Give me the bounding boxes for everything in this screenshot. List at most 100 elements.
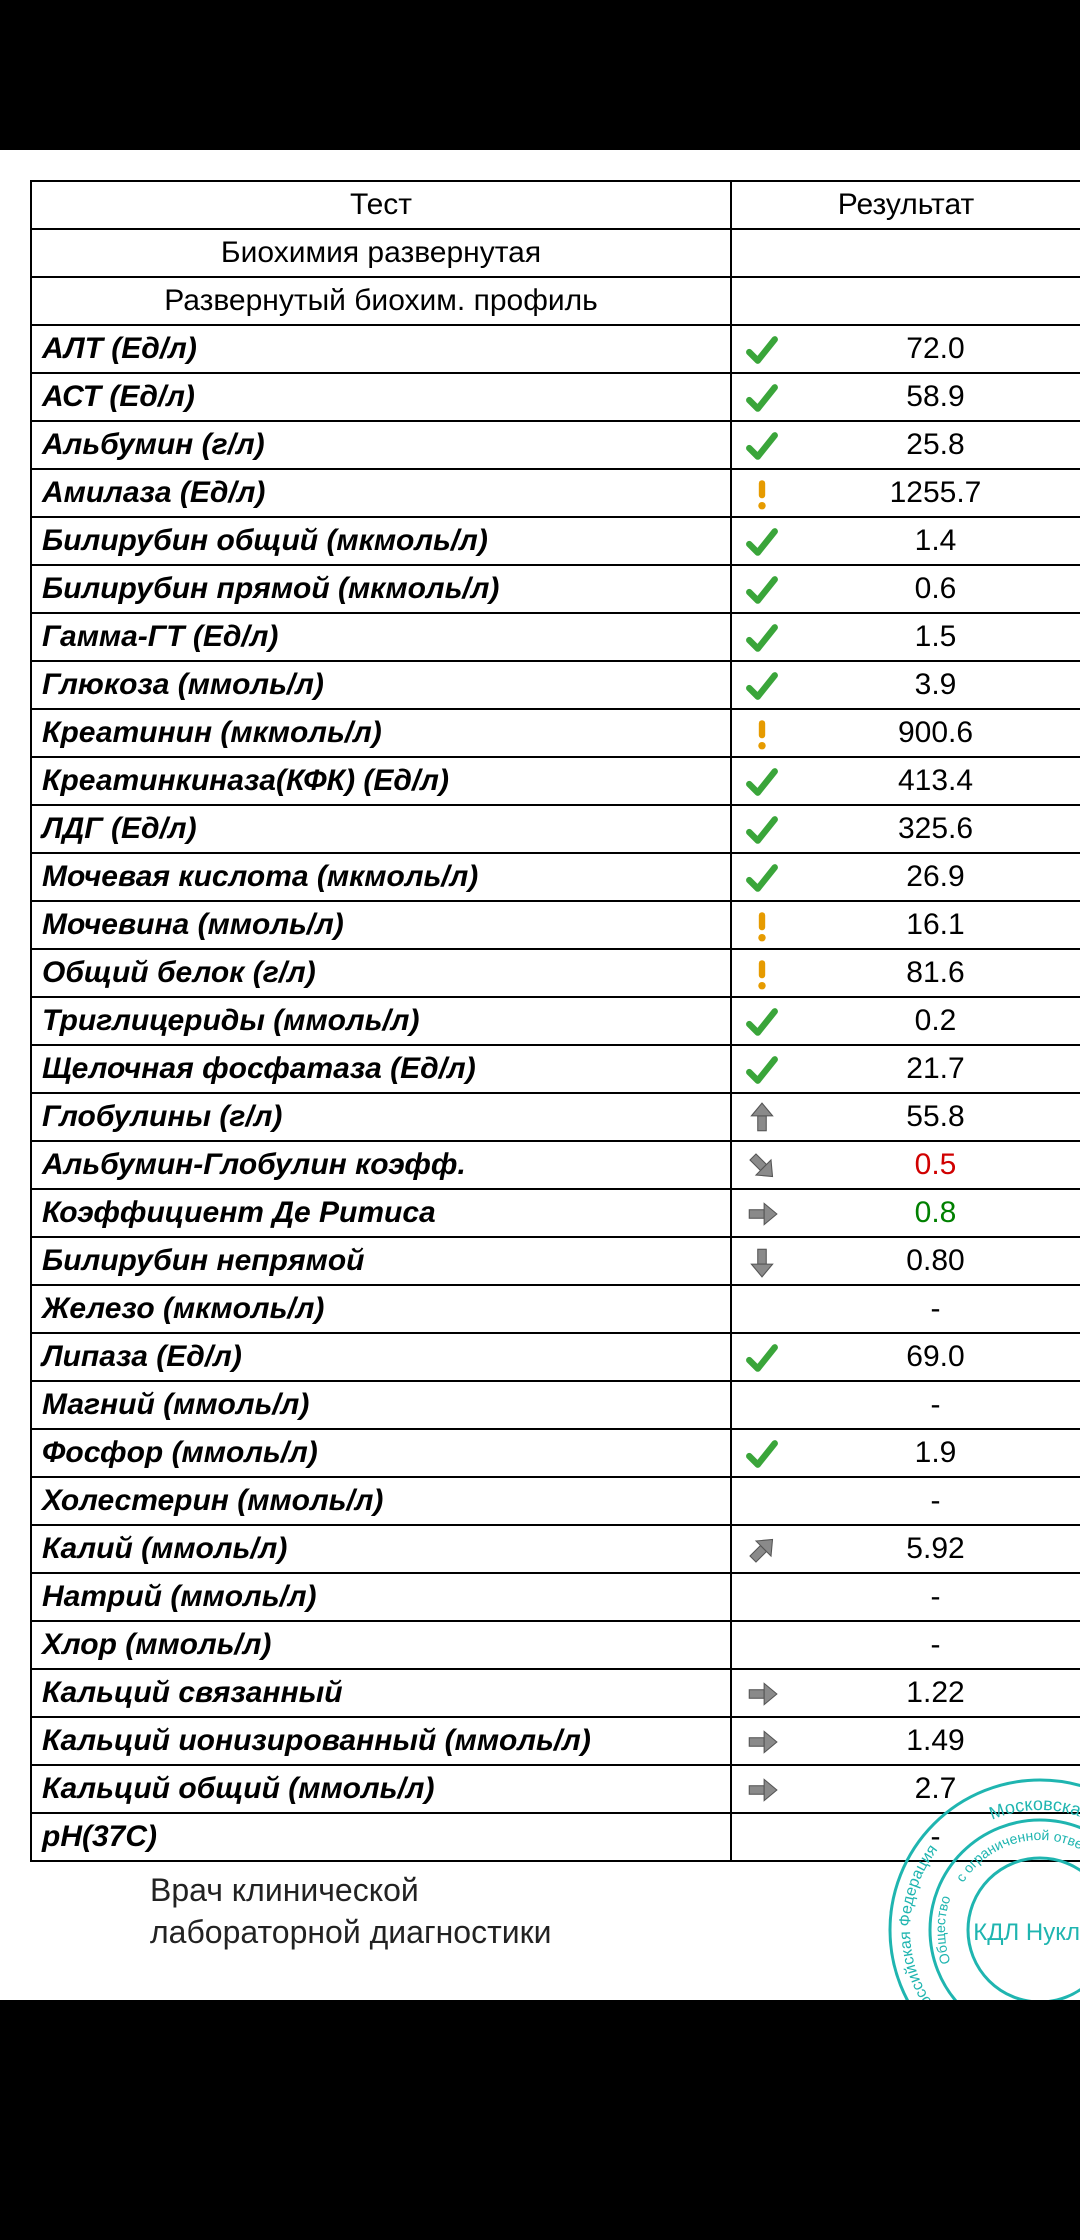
- test-value: 1.49: [791, 1717, 1080, 1765]
- status-icon: [731, 1765, 791, 1813]
- test-name: Натрий (ммоль/л): [31, 1573, 731, 1621]
- test-name: Хлор (ммоль/л): [31, 1621, 731, 1669]
- table-row: Холестерин (ммоль/л) -: [31, 1477, 1080, 1525]
- col-header-test: Тест: [31, 181, 731, 229]
- status-icon: [731, 1189, 791, 1237]
- test-value: 55.8: [791, 1093, 1080, 1141]
- empty-cell: [731, 277, 791, 325]
- table-row: Щелочная фосфатаза (Ед/л) 21.7: [31, 1045, 1080, 1093]
- test-value: -: [791, 1285, 1080, 1333]
- table-row: ЛДГ (Ед/л) 325.6: [31, 805, 1080, 853]
- table-row: Альбумин-Глобулин коэфф. 0.5: [31, 1141, 1080, 1189]
- empty-cell: [731, 229, 791, 277]
- test-name: Липаза (Ед/л): [31, 1333, 731, 1381]
- empty-cell: [791, 229, 1080, 277]
- test-value: 5.92: [791, 1525, 1080, 1573]
- status-icon: [731, 997, 791, 1045]
- test-value: 413.4: [791, 757, 1080, 805]
- test-value: 1255.7: [791, 469, 1080, 517]
- status-icon: [731, 1621, 791, 1669]
- test-name: Кальций общий (ммоль/л): [31, 1765, 731, 1813]
- footer-line2: лабораторной диагностики: [150, 1914, 552, 1950]
- status-icon: [731, 325, 791, 373]
- table-row: Кальций связанный 1.22: [31, 1669, 1080, 1717]
- test-name: Мочевина (ммоль/л): [31, 901, 731, 949]
- empty-cell: [791, 277, 1080, 325]
- test-name: Щелочная фосфатаза (Ед/л): [31, 1045, 731, 1093]
- status-icon: [731, 1093, 791, 1141]
- test-name: Триглицериды (ммоль/л): [31, 997, 731, 1045]
- status-icon: [731, 1381, 791, 1429]
- status-icon: [731, 517, 791, 565]
- status-icon: [731, 1573, 791, 1621]
- test-name: Билирубин непрямой: [31, 1237, 731, 1285]
- test-name: Коэффициент Де Ритиса: [31, 1189, 731, 1237]
- test-name: Билирубин прямой (мкмоль/л): [31, 565, 731, 613]
- test-name: Холестерин (ммоль/л): [31, 1477, 731, 1525]
- table-row: pH(37C) -: [31, 1813, 1080, 1861]
- table-row: Мочевина (ммоль/л) 16.1: [31, 901, 1080, 949]
- test-value: 1.22: [791, 1669, 1080, 1717]
- test-value: -: [791, 1813, 1080, 1861]
- footer-line1: Врач клинической: [150, 1872, 419, 1908]
- status-icon: [731, 373, 791, 421]
- table-row: Альбумин (г/л) 25.8: [31, 421, 1080, 469]
- table-row: Натрий (ммоль/л) -: [31, 1573, 1080, 1621]
- table-row: Хлор (ммоль/л) -: [31, 1621, 1080, 1669]
- table-row: Глюкоза (ммоль/л) 3.9: [31, 661, 1080, 709]
- status-icon: [731, 1429, 791, 1477]
- test-name: Кальций ионизированный (ммоль/л): [31, 1717, 731, 1765]
- table-row: АЛТ (Ед/л) 72.0: [31, 325, 1080, 373]
- test-value: 1.4: [791, 517, 1080, 565]
- test-name: Магний (ммоль/л): [31, 1381, 731, 1429]
- section-title: Развернутый биохим. профиль: [31, 277, 731, 325]
- stamp-mid-left: Общество: [932, 1893, 954, 1966]
- test-value: 0.6: [791, 565, 1080, 613]
- col-header-result: Результат: [731, 181, 1080, 229]
- test-value: 0.8: [791, 1189, 1080, 1237]
- table-row: АСТ (Ед/л) 58.9: [31, 373, 1080, 421]
- test-name: Амилаза (Ед/л): [31, 469, 731, 517]
- status-icon: [731, 469, 791, 517]
- stamp-outer-left: Российская Федерация: [897, 1842, 941, 2000]
- table-row: Мочевая кислота (мкмоль/л) 26.9: [31, 853, 1080, 901]
- table-header-row: Тест Результат: [31, 181, 1080, 229]
- section-title: Биохимия развернутая: [31, 229, 731, 277]
- table-row: Гамма-ГТ (Ед/л) 1.5: [31, 613, 1080, 661]
- table-row: Креатинкиназа(КФК) (Ед/л) 413.4: [31, 757, 1080, 805]
- test-name: Билирубин общий (мкмоль/л): [31, 517, 731, 565]
- table-row: Глобулины (г/л) 55.8: [31, 1093, 1080, 1141]
- table-row: Коэффициент Де Ритиса 0.8: [31, 1189, 1080, 1237]
- status-icon: [731, 421, 791, 469]
- test-value: -: [791, 1477, 1080, 1525]
- section-row: Развернутый биохим. профиль: [31, 277, 1080, 325]
- status-icon: [731, 613, 791, 661]
- table-row: Фосфор (ммоль/л) 1.9: [31, 1429, 1080, 1477]
- status-icon: [731, 1813, 791, 1861]
- test-value: -: [791, 1573, 1080, 1621]
- test-name: Глобулины (г/л): [31, 1093, 731, 1141]
- test-name: Кальций связанный: [31, 1669, 731, 1717]
- test-name: Альбумин (г/л): [31, 421, 731, 469]
- status-icon: [731, 757, 791, 805]
- status-icon: [731, 1525, 791, 1573]
- stamp-center: КДЛ Нуклео: [973, 1919, 1080, 1946]
- table-row: Билирубин общий (мкмоль/л) 1.4: [31, 517, 1080, 565]
- test-value: 2.7: [791, 1765, 1080, 1813]
- status-icon: [731, 709, 791, 757]
- test-value: 900.6: [791, 709, 1080, 757]
- table-row: Магний (ммоль/л) -: [31, 1381, 1080, 1429]
- test-name: АСТ (Ед/л): [31, 373, 731, 421]
- test-value: 81.6: [791, 949, 1080, 997]
- status-icon: [731, 1045, 791, 1093]
- table-row: Липаза (Ед/л) 69.0: [31, 1333, 1080, 1381]
- test-value: 21.7: [791, 1045, 1080, 1093]
- table-row: Общий белок (г/л) 81.6: [31, 949, 1080, 997]
- test-value: 26.9: [791, 853, 1080, 901]
- test-value: 69.0: [791, 1333, 1080, 1381]
- table-row: Триглицериды (ммоль/л) 0.2: [31, 997, 1080, 1045]
- test-name: Фосфор (ммоль/л): [31, 1429, 731, 1477]
- test-value: 0.2: [791, 997, 1080, 1045]
- status-icon: [731, 1141, 791, 1189]
- test-name: Креатинкиназа(КФК) (Ед/л): [31, 757, 731, 805]
